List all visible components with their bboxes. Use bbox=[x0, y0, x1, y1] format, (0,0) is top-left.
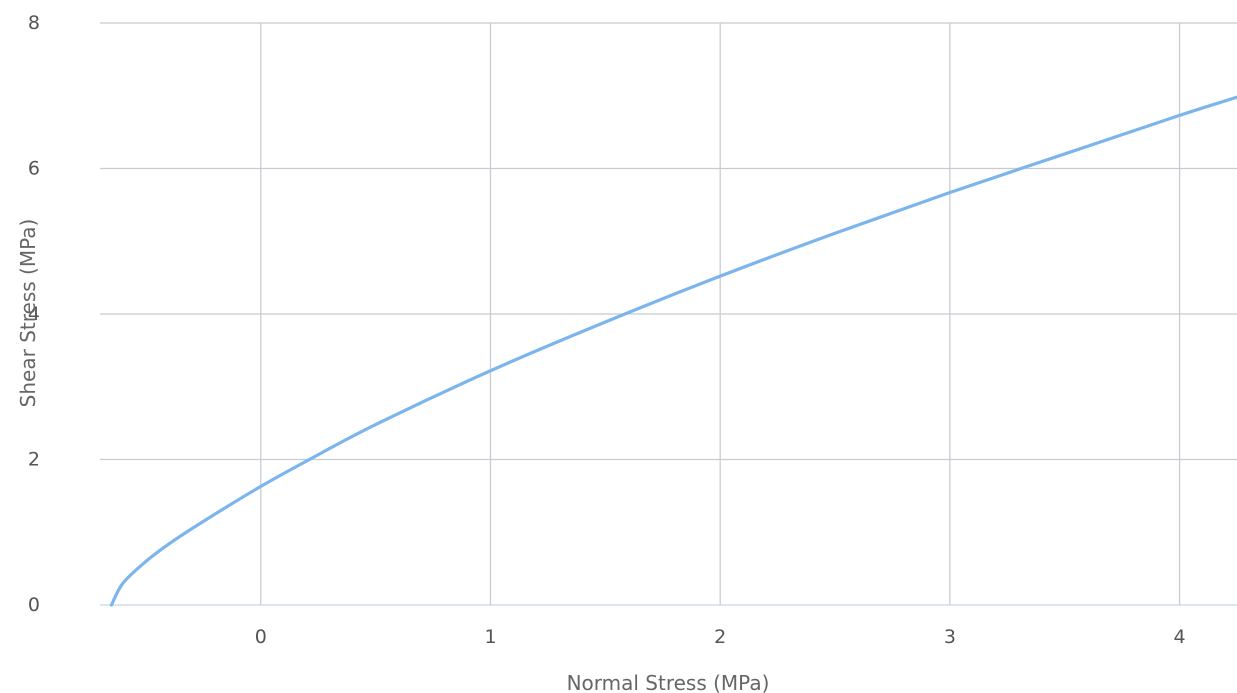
y-tick-label: 8 bbox=[28, 12, 40, 34]
x-tick-label: 4 bbox=[1174, 626, 1186, 648]
x-axis-title: Normal Stress (MPa) bbox=[567, 671, 770, 693]
x-tick-label: 0 bbox=[255, 626, 267, 648]
tick-labels: 0 2 4 6 8 0 1 2 3 4 bbox=[28, 12, 1186, 648]
y-tick-label: 0 bbox=[28, 594, 40, 616]
y-axis-title: Shear Stress (MPa) bbox=[16, 219, 40, 408]
y-tick-label: 2 bbox=[28, 449, 40, 471]
x-tick-label: 1 bbox=[484, 626, 496, 648]
x-tick-label: 3 bbox=[944, 626, 956, 648]
x-tick-label: 2 bbox=[714, 626, 726, 648]
series-line bbox=[109, 95, 1237, 607]
series-layer bbox=[109, 95, 1237, 607]
y-tick-label: 6 bbox=[28, 158, 40, 180]
y-tick-label: 4 bbox=[28, 303, 40, 325]
grid bbox=[100, 22, 1237, 606]
